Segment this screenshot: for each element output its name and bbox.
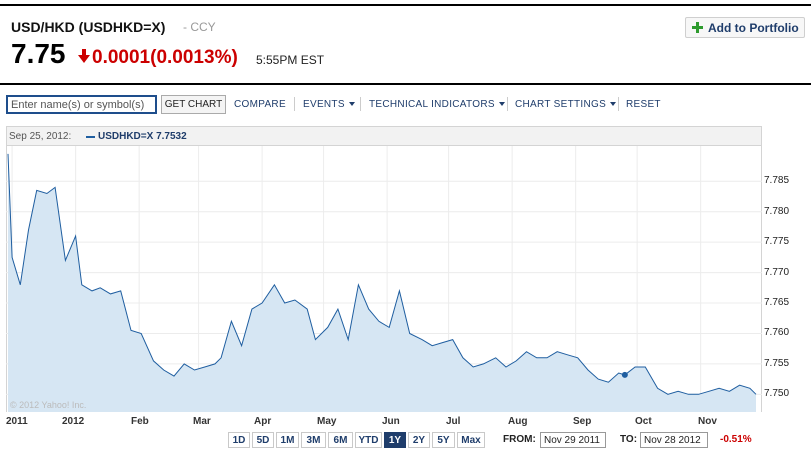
add-to-portfolio-button[interactable]: Add to Portfolio: [685, 17, 805, 38]
technical-indicators-label: TECHNICAL INDICATORS: [369, 99, 495, 110]
range-button-5y[interactable]: 5Y: [432, 432, 455, 448]
range-button-ytd[interactable]: YTD: [355, 432, 382, 448]
x-tick-label: Jun: [382, 416, 400, 427]
series-line-usdhkd: [7, 153, 757, 395]
price-chart[interactable]: [6, 146, 762, 412]
x-tick-label: May: [317, 416, 337, 427]
x-tick-label: Oct: [635, 416, 652, 427]
y-tick-label: 7.775: [764, 236, 790, 248]
x-tick-label: Aug: [508, 416, 528, 427]
y-tick-label: 7.755: [764, 357, 790, 369]
x-tick-label: Nov: [698, 416, 717, 427]
range-button-5d[interactable]: 5D: [252, 432, 274, 448]
y-tick-label: 7.770: [764, 266, 790, 278]
range-button-6m[interactable]: 6M: [328, 432, 353, 448]
y-tick-label: 7.780: [764, 205, 790, 217]
down-arrow-icon: [78, 49, 90, 63]
toolbar-separator: [360, 97, 361, 111]
y-tick-label: 7.750: [764, 388, 790, 400]
x-tick-label: 2012: [62, 416, 85, 427]
chart-header: [6, 126, 762, 146]
to-label: TO:: [620, 434, 638, 445]
to-date-input[interactable]: [640, 432, 708, 448]
hover-date: Sep 25, 2012:: [9, 131, 72, 142]
from-date-input[interactable]: [540, 432, 606, 448]
x-tick-label: 2011: [6, 416, 28, 427]
technical-indicators-menu[interactable]: TECHNICAL INDICATORS: [369, 99, 505, 110]
symbol-search-input[interactable]: [6, 95, 157, 114]
events-label: EVENTS: [303, 99, 345, 110]
last-price: 7.75: [11, 38, 66, 69]
ticker-title: USD/HKD (USDHKD=X): [11, 19, 166, 35]
price-change-value: 0.0001: [92, 47, 151, 68]
from-label: FROM:: [503, 434, 536, 445]
period-change-pct: -0.51%: [720, 434, 752, 445]
range-button-max[interactable]: Max: [457, 432, 485, 448]
range-button-2y[interactable]: 2Y: [408, 432, 430, 448]
plus-icon: [692, 22, 703, 33]
chevron-down-icon: [348, 102, 355, 107]
range-button-1d[interactable]: 1D: [228, 432, 250, 448]
x-tick-label: Feb: [131, 416, 149, 427]
y-tick-label: 7.785: [764, 175, 790, 187]
price-change: 0.0001(0.0013%): [92, 47, 238, 69]
top-divider: [0, 4, 811, 6]
copyright-watermark: © 2012 Yahoo! Inc.: [10, 400, 87, 410]
toolbar-separator: [507, 97, 508, 111]
chart-settings-label: CHART SETTINGS: [515, 99, 607, 110]
events-menu[interactable]: EVENTS: [303, 99, 355, 110]
x-tick-label: Mar: [193, 416, 211, 427]
toolbar-separator: [618, 97, 619, 111]
highlight-marker: [621, 371, 628, 378]
range-button-1m[interactable]: 1M: [276, 432, 299, 448]
quote-time: 5:55PM EST: [256, 53, 325, 67]
reset-link[interactable]: RESET: [626, 99, 661, 110]
y-tick-label: 7.760: [764, 327, 790, 339]
add-to-portfolio-label: Add to Portfolio: [708, 20, 799, 35]
x-tick-label: Apr: [254, 416, 272, 427]
chart-toolbar: GET CHART COMPARE EVENTS TECHNICAL INDIC…: [0, 93, 811, 115]
price-change-pct: (0.0013%): [150, 47, 238, 68]
legend-swatch: [86, 136, 95, 138]
x-tick-label: Jul: [446, 416, 461, 427]
ticker-currency-type: - CCY: [183, 20, 216, 34]
x-tick-label: Sep: [573, 416, 592, 427]
get-chart-button[interactable]: GET CHART: [161, 95, 226, 114]
series-area-fill: [8, 153, 756, 412]
chart-settings-menu[interactable]: CHART SETTINGS: [515, 99, 617, 110]
legend-label: USDHKD=X 7.7532: [98, 131, 187, 142]
range-button-1y[interactable]: 1Y: [384, 432, 406, 448]
toolbar-separator: [294, 97, 295, 111]
range-button-3m[interactable]: 3M: [301, 432, 326, 448]
chevron-down-icon: [498, 102, 505, 107]
y-tick-label: 7.765: [764, 297, 790, 309]
chevron-down-icon: [610, 102, 617, 107]
compare-link[interactable]: COMPARE: [234, 99, 286, 110]
header-divider: [0, 83, 811, 85]
